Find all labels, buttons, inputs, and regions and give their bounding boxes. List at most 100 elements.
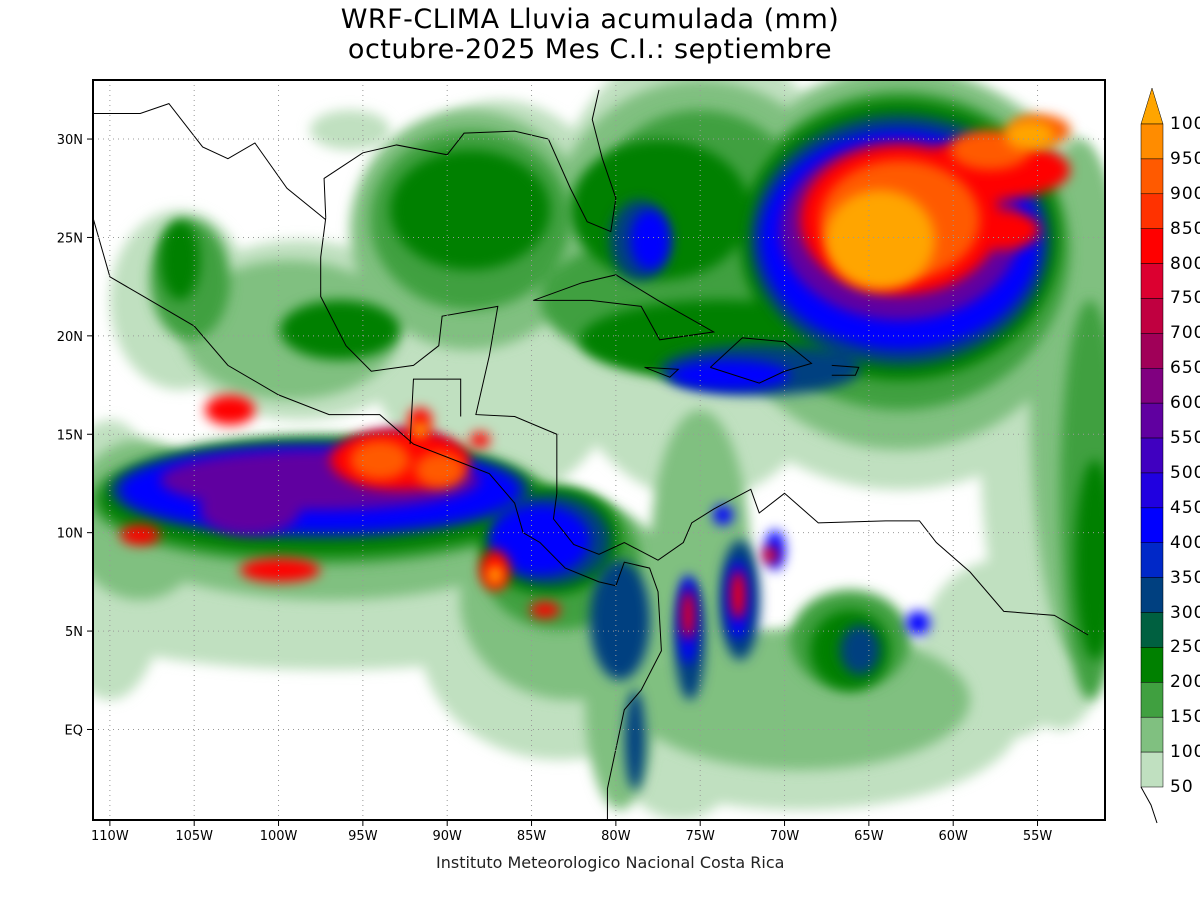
rain-blob xyxy=(906,611,930,635)
colorbar-label: 750 xyxy=(1170,288,1200,309)
coastline xyxy=(709,337,813,384)
rain-blob xyxy=(120,525,160,545)
rain-blob xyxy=(1005,120,1055,150)
colorbar-swatch xyxy=(1140,751,1164,788)
colorbar-swatch xyxy=(1140,123,1164,160)
x-tick-label: 90W xyxy=(432,829,462,844)
rain-blob xyxy=(200,485,300,535)
colorbar-label: 100 xyxy=(1170,114,1200,134)
rain-blob xyxy=(590,560,650,680)
rain-blob xyxy=(160,220,200,300)
colorbar-under-arrow xyxy=(1140,786,1158,824)
coastline xyxy=(320,217,1089,636)
colorbar-label: 100 xyxy=(1170,742,1200,763)
colorbar-label: 150 xyxy=(1170,707,1200,728)
rain-blob xyxy=(240,558,320,582)
chart-title: WRF-CLIMA Lluvia acumulada (mm) xyxy=(340,4,840,35)
colorbar-label: 800 xyxy=(1170,253,1200,274)
colorbar-over-arrow xyxy=(1140,87,1164,125)
colorbar-label: 850 xyxy=(1170,218,1200,239)
y-tick-label: EQ xyxy=(65,723,83,738)
colorbar-swatch xyxy=(1140,612,1164,648)
colorbar-swatch xyxy=(1140,716,1164,753)
colorbar-label: 900 xyxy=(1170,183,1200,204)
colorbar-swatch xyxy=(1140,298,1164,334)
x-tick-label: 105W xyxy=(175,829,213,844)
rain-field xyxy=(93,80,1105,820)
x-tick-label: 75W xyxy=(685,829,715,844)
rain-blob xyxy=(1075,460,1105,660)
x-tick-label: 95W xyxy=(348,829,378,844)
colorbar-swatch xyxy=(1140,647,1164,683)
colorbar-label: 300 xyxy=(1170,602,1200,623)
colorbar-swatch xyxy=(1140,577,1164,613)
colorbar-swatch xyxy=(1140,193,1164,229)
colorbar-swatch xyxy=(1140,263,1164,299)
colorbar-swatch xyxy=(1140,437,1164,474)
colorbar-swatch xyxy=(1140,402,1164,439)
rain-blob xyxy=(205,395,255,425)
coastline xyxy=(644,366,680,378)
rain-blob xyxy=(713,505,733,525)
x-tick-label: 110W xyxy=(91,829,129,844)
credit-text: Instituto Meteorologico Nacional Costa R… xyxy=(436,853,785,872)
chart-subtitle: octubre-2025 Mes C.I.: septiembre xyxy=(347,34,833,65)
colorbar-swatch xyxy=(1140,158,1164,195)
rain-blob xyxy=(670,360,790,390)
rain-layer xyxy=(412,120,1055,585)
axis-ticks: 110W 105W 100W 95W 90W 85W 80W 75W 70W 65W 60W 55W 3… xyxy=(57,133,1053,844)
colorbar-label: 650 xyxy=(1170,358,1200,379)
rain-blob xyxy=(763,547,777,563)
colorbar-swatch xyxy=(1140,507,1164,543)
colorbar-label: 250 xyxy=(1170,637,1200,658)
coastline xyxy=(409,378,462,445)
rain-blob xyxy=(487,565,503,585)
rain-blob xyxy=(625,690,645,790)
rain-blob xyxy=(630,210,670,270)
y-tick-label: 30N xyxy=(57,133,83,148)
x-tick-label: 55W xyxy=(1023,829,1053,844)
colorbar-label: 550 xyxy=(1170,428,1200,449)
x-tick-label: 80W xyxy=(601,829,631,844)
rain-blob xyxy=(530,602,560,618)
rain-blob xyxy=(825,190,935,290)
colorbar-label: 350 xyxy=(1170,567,1200,588)
map-frame xyxy=(92,79,1106,821)
x-tick-label: 65W xyxy=(854,829,884,844)
coastline xyxy=(533,274,716,341)
rain-blob xyxy=(731,570,745,620)
coastline xyxy=(831,364,860,376)
colorbar-label: 950 xyxy=(1170,148,1200,169)
y-tick-label: 20N xyxy=(57,330,83,345)
colorbar-swatch xyxy=(1140,472,1164,509)
colorbar-label: 600 xyxy=(1170,393,1200,414)
x-tick-label: 70W xyxy=(770,829,800,844)
rain-blob xyxy=(412,422,428,438)
x-tick-label: 100W xyxy=(260,829,298,844)
colorbar-swatch xyxy=(1140,542,1164,578)
rain-blob xyxy=(470,432,490,448)
rain-blob xyxy=(280,300,400,360)
rain-blob xyxy=(390,150,550,270)
y-tick-label: 25N xyxy=(57,231,83,246)
colorbar-label: 700 xyxy=(1170,323,1200,344)
colorbar-label: 500 xyxy=(1170,462,1200,483)
rain-blob xyxy=(840,625,880,675)
y-tick-label: 5N xyxy=(65,625,83,640)
colorbar-swatch xyxy=(1140,333,1164,369)
rain-blob xyxy=(682,590,694,640)
colorbar-swatch xyxy=(1140,368,1164,404)
rain-blob xyxy=(415,452,465,488)
colorbar-label: 400 xyxy=(1170,532,1200,553)
colorbar-label: 200 xyxy=(1170,672,1200,693)
x-tick-label: 60W xyxy=(938,829,968,844)
rain-blob xyxy=(490,505,590,575)
y-tick-label: 15N xyxy=(57,428,83,443)
gridlines xyxy=(93,80,1105,820)
colorbar-swatch xyxy=(1140,682,1164,718)
coastline xyxy=(93,217,662,820)
x-tick-label: 85W xyxy=(517,829,547,844)
rain-blob xyxy=(310,110,390,150)
colorbar-label: 50 xyxy=(1170,777,1194,797)
